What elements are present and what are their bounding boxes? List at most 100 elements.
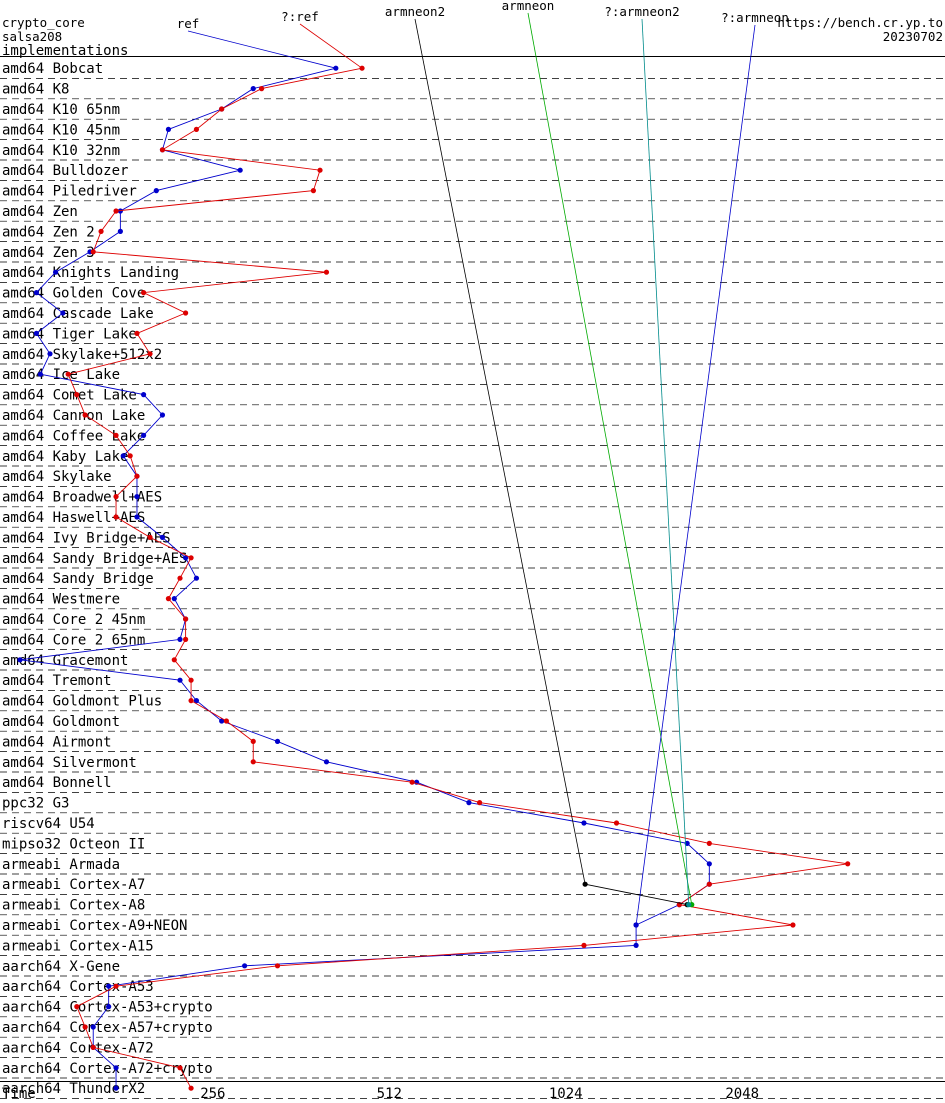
data-point	[60, 310, 66, 316]
data-point	[74, 392, 80, 398]
x-tick-label: 1024	[549, 1086, 583, 1102]
legend-entry: armneon	[502, 0, 555, 13]
data-point	[686, 902, 692, 908]
legend-leader-line	[414, 18, 586, 885]
data-point	[140, 392, 147, 398]
row-label: amd64 Silvermont	[2, 755, 137, 771]
row-label: amd64 Zen	[2, 204, 78, 220]
row-label: amd64 Cannon Lake	[2, 408, 145, 424]
row-label: amd64 Skylake+512x2	[2, 347, 162, 363]
data-point	[147, 534, 153, 541]
data-point	[177, 636, 183, 643]
data-point	[120, 453, 126, 459]
data-point	[117, 228, 123, 234]
data-point	[258, 86, 265, 92]
data-point	[165, 596, 172, 602]
data-point	[33, 330, 40, 336]
row-label: amd64 Sandy Bridge	[2, 571, 154, 587]
x-tick-label: 256	[200, 1086, 225, 1102]
data-point	[134, 473, 140, 479]
data-point	[113, 1065, 119, 1071]
data-point	[188, 698, 194, 704]
row-label: amd64 Comet Lake	[2, 388, 137, 404]
row-label: amd64 Core 2 45nm	[2, 612, 145, 628]
data-point	[323, 759, 330, 765]
data-point	[33, 290, 40, 296]
x-tick-label: 512	[377, 1086, 402, 1102]
data-point	[74, 1004, 80, 1010]
data-point	[310, 188, 317, 194]
data-point	[193, 575, 200, 581]
row-label: armeabi Cortex-A15	[2, 938, 154, 954]
row-label: amd64 Zen 2	[2, 224, 95, 240]
row-label: amd64 Knights Landing	[2, 265, 179, 281]
data-point	[790, 922, 796, 928]
row-label: amd64 Golden Cove	[2, 286, 145, 302]
data-point	[113, 514, 119, 520]
data-point	[237, 167, 243, 173]
data-point	[581, 942, 587, 949]
data-point	[317, 167, 323, 173]
row-label: mipso32 Octeon II	[2, 836, 145, 852]
row-label: ppc32 G3	[2, 796, 69, 812]
data-point	[98, 228, 104, 234]
data-point	[140, 290, 147, 296]
row-label: amd64 Ice Lake	[2, 367, 120, 383]
data-point	[274, 738, 281, 745]
data-point	[188, 677, 194, 683]
legend-entry: armneon2	[385, 4, 445, 19]
data-point	[193, 698, 200, 704]
row-label: aarch64 Cortex-A72	[2, 1040, 154, 1056]
legend-leader-line	[635, 24, 756, 926]
data-point	[183, 555, 189, 561]
series-line	[585, 883, 688, 906]
x-axis: Time 256 512 1024 2048	[2, 1086, 759, 1102]
data-point	[242, 963, 248, 969]
row-label: amd64 Core 2 65nm	[2, 632, 145, 648]
data-point	[706, 840, 712, 847]
data-point	[127, 453, 133, 459]
data-point	[65, 371, 71, 377]
data-point	[82, 1024, 88, 1030]
row-label: amd64 Skylake	[2, 469, 112, 485]
data-point	[159, 534, 166, 541]
data-point	[106, 1004, 112, 1010]
row-label: armeabi Cortex-A8	[2, 898, 145, 914]
row-label: amd64 Piledriver	[2, 184, 137, 200]
legend-entry: ?:ref	[281, 9, 319, 24]
header-function: salsa208	[2, 29, 62, 44]
data-point	[183, 616, 189, 622]
legend: ref ?:ref armneon2 armneon ?:armneon2 ?:armne…	[177, 0, 789, 31]
header-implementations: implementations	[2, 43, 128, 59]
x-tick-label: 2048	[725, 1086, 759, 1102]
row-label: amd64 K10 65nm	[2, 102, 120, 118]
data-point	[466, 800, 472, 806]
data-point	[582, 881, 588, 887]
data-point	[333, 65, 339, 71]
data-point	[177, 575, 183, 581]
row-grid: amd64 Bobcat amd64 K8 amd64 K10 65nm amd64 …	[0, 61, 945, 1099]
row-label: amd64 Gracemont	[2, 653, 128, 669]
data-point	[134, 494, 140, 500]
row-label: amd64 Airmont	[2, 734, 112, 750]
row-label: armeabi Cortex-A7	[2, 877, 145, 893]
row-label: armeabi Cortex-A9+NEON	[2, 918, 187, 934]
row-label: amd64 Ivy Bridge+AES	[2, 530, 171, 546]
data-point	[188, 1085, 194, 1091]
data-point	[706, 861, 712, 867]
row-label: aarch64 X-Gene	[2, 959, 120, 975]
data-point	[171, 657, 177, 663]
data-point	[183, 636, 189, 643]
data-point	[706, 881, 712, 887]
data-point	[171, 596, 177, 602]
row-label: amd64 Tiger Lake	[2, 326, 137, 342]
data-point	[113, 983, 119, 989]
row-label: amd64 Sandy Bridge+AES	[2, 551, 187, 567]
data-point	[113, 494, 119, 500]
data-point	[581, 820, 587, 826]
chart-header: crypto_core salsa208 implementations htt…	[2, 15, 943, 59]
data-point	[159, 147, 166, 153]
data-point	[183, 310, 189, 316]
row-label: aarch64 Cortex-A53	[2, 979, 154, 995]
